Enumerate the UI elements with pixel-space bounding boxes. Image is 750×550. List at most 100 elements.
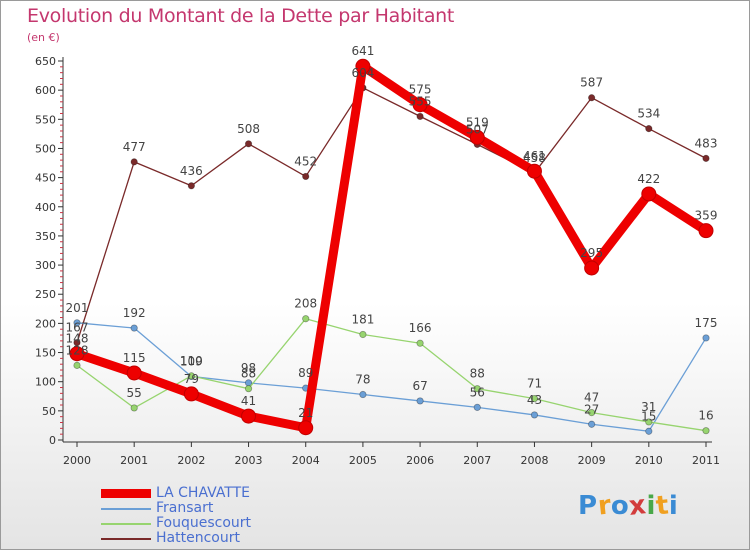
data-point	[130, 404, 138, 412]
legend-label: Hattencourt	[156, 530, 240, 546]
y-tick-label: 500	[35, 142, 56, 155]
data-label: 519	[466, 115, 489, 129]
data-label: 477	[123, 140, 146, 154]
data-label: 71	[527, 377, 542, 391]
data-label: 452	[294, 154, 317, 168]
y-tick-label: 450	[35, 172, 56, 185]
data-point	[584, 260, 600, 276]
data-label: 41	[241, 394, 256, 408]
logo-letter: P	[578, 491, 598, 521]
data-label: 508	[237, 122, 260, 136]
data-label: 55	[127, 386, 142, 400]
data-point	[473, 403, 481, 411]
data-label: 483	[695, 136, 718, 150]
series-line-fransart	[76, 322, 707, 432]
data-point	[469, 129, 485, 145]
data-point	[588, 408, 596, 417]
data-point	[416, 339, 424, 347]
data-label: 192	[123, 306, 146, 320]
data-point	[702, 154, 710, 162]
y-tick-label: 200	[35, 317, 56, 330]
x-tick-label: 2008	[520, 454, 548, 467]
data-point	[702, 427, 710, 435]
series-line-fouquescourt	[76, 318, 707, 432]
x-tick-label: 2004	[292, 454, 320, 467]
data-point	[473, 385, 481, 393]
data-point	[526, 163, 542, 179]
legend-label: LA CHAVATTE	[156, 485, 251, 501]
data-point	[698, 223, 714, 239]
data-point	[416, 112, 424, 120]
logo-letter: i	[668, 491, 679, 521]
data-label: 78	[355, 373, 370, 387]
x-tick-label: 2006	[406, 454, 434, 467]
logo-letter: o	[610, 491, 630, 521]
data-point	[73, 339, 81, 347]
data-label: 89	[298, 366, 313, 380]
data-label: 201	[66, 301, 89, 315]
data-label: 98	[241, 361, 256, 375]
y-tick-label: 50	[42, 405, 56, 418]
data-point	[588, 94, 596, 102]
data-label: 507	[466, 122, 489, 136]
x-tick-label: 2002	[177, 454, 205, 467]
y-tick-label: 350	[35, 230, 56, 243]
data-label: 56	[470, 385, 485, 399]
data-point	[69, 346, 85, 362]
y-tick-label: 400	[35, 201, 56, 214]
data-label: 148	[66, 332, 89, 346]
data-label: 110	[180, 354, 203, 368]
data-label: 575	[409, 83, 432, 97]
data-label: 43	[527, 393, 542, 407]
series-line-hattencourt	[76, 87, 707, 344]
y-tick-label: 300	[35, 259, 56, 272]
y-tick-label: 600	[35, 84, 56, 97]
data-point	[187, 372, 195, 380]
data-label: 88	[241, 367, 256, 381]
legend-swatch	[101, 538, 151, 540]
x-tick-label: 2000	[63, 454, 91, 467]
x-tick-label: 2011	[692, 454, 720, 467]
data-point	[530, 411, 539, 419]
chart-title: Evolution du Montant de la Dette par Hab…	[27, 5, 455, 27]
data-label: 31	[641, 400, 656, 414]
data-label: 422	[637, 172, 660, 186]
logo-letter: i	[646, 491, 656, 521]
series-line-la-chavatte	[72, 61, 711, 433]
data-label: 641	[351, 44, 374, 58]
data-label: 79	[184, 372, 199, 386]
logo-letter: x	[627, 490, 649, 522]
data-label: 359	[695, 209, 718, 223]
data-label: 166	[409, 321, 432, 335]
x-tick-label: 2007	[463, 454, 491, 467]
data-label: 167	[66, 321, 89, 335]
data-point	[412, 97, 428, 113]
data-point	[355, 58, 371, 74]
x-tick-label: 2009	[578, 454, 606, 467]
x-tick-label: 2003	[235, 454, 263, 467]
legend-swatch	[101, 489, 151, 498]
data-label: 534	[637, 107, 660, 121]
data-point	[130, 324, 138, 332]
data-label: 587	[580, 76, 603, 90]
data-point	[588, 420, 596, 428]
y-tick-label: 250	[35, 288, 56, 301]
legend-label: Fouquescourt	[156, 515, 252, 531]
data-point	[702, 334, 710, 342]
data-label: 16	[698, 409, 713, 423]
data-label: 67	[412, 379, 427, 393]
data-point	[359, 390, 367, 399]
data-point	[645, 125, 653, 133]
chart-unit-label: (en €)	[27, 31, 60, 44]
logo-letter: r	[596, 490, 613, 522]
y-tick-label: 150	[35, 347, 56, 360]
data-label: 109	[180, 354, 203, 368]
y-tick-label: 100	[35, 376, 56, 389]
data-label: 461	[523, 149, 546, 163]
data-label: 128	[66, 343, 89, 357]
data-point	[244, 385, 253, 393]
data-point	[530, 395, 539, 403]
data-point	[302, 315, 310, 323]
